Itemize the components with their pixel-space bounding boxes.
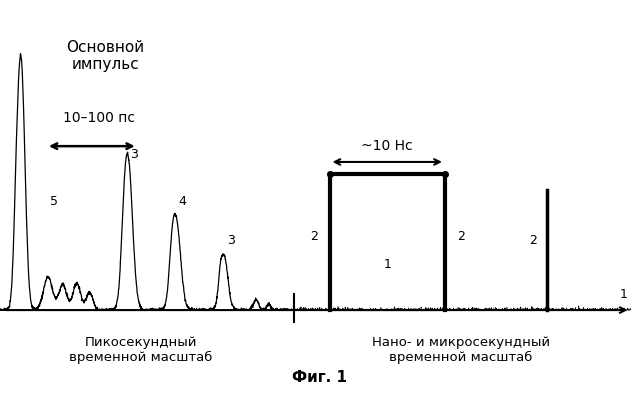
Text: Основной
импульс: Основной импульс [67, 40, 145, 72]
Text: 3: 3 [227, 235, 235, 247]
Text: ~10 Нс: ~10 Нс [362, 139, 413, 153]
Text: 1: 1 [620, 288, 628, 301]
Text: 2: 2 [457, 231, 465, 243]
Text: Фиг. 1: Фиг. 1 [292, 370, 348, 385]
Text: 10–100 пс: 10–100 пс [63, 111, 135, 126]
Text: 3: 3 [131, 148, 138, 160]
Text: 2: 2 [310, 231, 317, 243]
Text: 5: 5 [51, 195, 58, 208]
Text: 2: 2 [529, 235, 537, 247]
Text: 4: 4 [179, 195, 186, 208]
Text: 1: 1 [383, 258, 391, 271]
Text: Нано- и микросекундный
временной масштаб: Нано- и микросекундный временной масштаб [372, 335, 550, 364]
Text: Пикосекундный
временной масштаб: Пикосекундный временной масштаб [69, 335, 212, 364]
